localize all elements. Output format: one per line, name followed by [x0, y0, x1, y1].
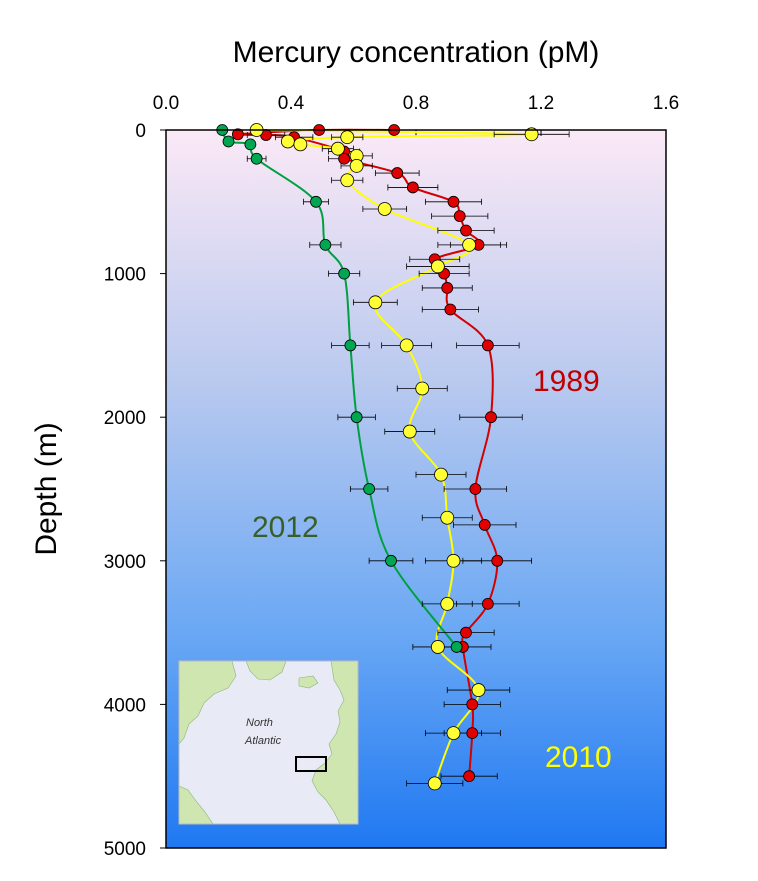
x-tick-label: 0.0	[153, 93, 179, 114]
y-axis-title: Depth (m)	[30, 422, 63, 555]
data-point-2012	[319, 238, 332, 251]
data-point-2012	[385, 554, 397, 567]
data-point-1989	[485, 411, 497, 424]
data-point-2010	[446, 726, 461, 741]
data-point-1989	[447, 195, 460, 208]
data-point-2012	[350, 411, 363, 424]
data-point-2010	[368, 295, 383, 310]
data-point-2010	[462, 237, 477, 252]
inset-map-land-greenland	[245, 661, 287, 681]
data-point-2012	[450, 641, 463, 653]
inset-map-frame	[178, 660, 359, 825]
x-tick-label: 1.2	[528, 93, 554, 114]
data-point-2010	[330, 141, 345, 156]
data-point-2012	[310, 195, 322, 208]
data-point-2010	[340, 173, 355, 188]
data-point-2010	[293, 137, 308, 152]
y-tick-label: 1000	[104, 265, 146, 286]
data-point-2010	[427, 776, 442, 791]
y-tick-label: 5000	[104, 839, 146, 860]
data-point-2010	[280, 134, 295, 149]
series-label-1989: 1989	[533, 365, 600, 398]
y-tick-label: 3000	[104, 552, 146, 573]
data-point-1989	[406, 181, 419, 194]
data-point-2010	[446, 553, 461, 568]
data-point-2010	[340, 130, 355, 145]
data-point-2012	[363, 483, 376, 495]
data-point-2010	[471, 683, 486, 697]
data-point-2010	[377, 202, 392, 216]
axes: 0.0 0.4 0.8 1.2 1.6 0 1000 2000 3000 4000 5000	[104, 93, 679, 860]
inset-map: North Atlantic	[179, 661, 358, 824]
data-point-2010	[415, 381, 430, 396]
data-point-1989	[441, 282, 454, 294]
x-tick-label: 0.8	[403, 93, 429, 114]
data-point-2012	[344, 339, 357, 352]
data-point-1989	[478, 519, 491, 531]
data-point-2010	[434, 467, 448, 482]
data-point-2010	[430, 640, 445, 654]
data-point-1989	[460, 224, 472, 237]
inset-map-label-atlantic: Atlantic	[244, 735, 282, 747]
y-tick-label: 2000	[104, 408, 146, 429]
data-point-1989	[444, 303, 457, 316]
series-label-2010: 2010	[545, 741, 612, 774]
x-tick-label: 0.4	[278, 93, 305, 114]
y-tick-label: 4000	[104, 695, 146, 716]
data-point-1989	[466, 727, 479, 740]
plot-frame	[165, 129, 667, 849]
data-point-2010	[399, 338, 414, 353]
x-tick-label: 1.6	[653, 93, 679, 114]
data-point-1989	[391, 167, 404, 179]
data-point-2012	[250, 152, 263, 165]
data-point-1989	[460, 626, 472, 639]
x-axis-title: Mercury concentration (pM)	[233, 36, 600, 69]
series-label-2012: 2012	[252, 511, 319, 544]
data-point-1989	[453, 210, 466, 223]
inset-map-study-region-box	[295, 756, 327, 772]
data-point-2010	[440, 510, 455, 525]
data-point-2010	[440, 596, 455, 611]
data-point-2010	[402, 424, 417, 439]
y-tick-label: 0	[135, 121, 146, 142]
data-point-2010	[430, 259, 445, 274]
inset-map-label-north: North	[246, 717, 273, 729]
data-points	[216, 123, 539, 791]
data-point-1989	[481, 597, 494, 610]
data-point-2012	[338, 267, 351, 280]
data-point-2012	[244, 138, 257, 151]
inset-map-land-americas	[179, 661, 237, 824]
inset-map-land-iceland	[298, 675, 319, 689]
data-point-1989	[466, 698, 479, 711]
data-point-1989	[469, 483, 482, 495]
data-point-2010	[349, 158, 364, 173]
data-point-1989	[463, 770, 476, 783]
data-point-1989	[338, 152, 351, 165]
data-point-1989	[481, 339, 494, 352]
data-point-2010	[524, 127, 539, 142]
data-point-2012	[222, 135, 235, 148]
data-point-1989	[491, 554, 504, 567]
data-point-1989	[231, 128, 244, 141]
